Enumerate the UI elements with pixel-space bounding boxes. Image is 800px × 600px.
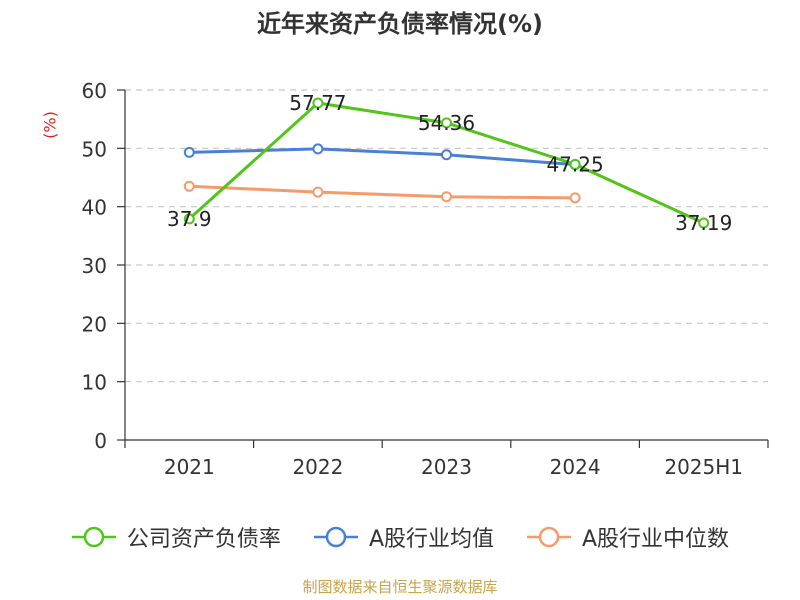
y-tick-label: 10 xyxy=(82,371,107,395)
data-label: 47.25 xyxy=(546,152,603,176)
x-tick-label: 2025H1 xyxy=(664,455,743,479)
legend-label: A股行业均值 xyxy=(368,527,494,552)
data-point xyxy=(441,191,452,203)
data-label: 37.9 xyxy=(167,207,212,231)
y-tick-label: 50 xyxy=(82,137,107,161)
data-point xyxy=(441,149,452,161)
legend-marker-icon xyxy=(313,526,358,548)
data-point xyxy=(569,192,581,204)
legend-label: A股行业中位数 xyxy=(582,527,730,552)
data-label: 37.19 xyxy=(675,211,732,235)
data-point xyxy=(183,180,195,192)
y-tick-label: 60 xyxy=(82,79,107,103)
x-tick-label: 2022 xyxy=(292,455,343,479)
chart-title: 近年来资产负债率情况(%) xyxy=(257,10,543,38)
legend-marker-icon xyxy=(527,526,571,548)
data-point xyxy=(569,158,581,170)
y-tick-label: 20 xyxy=(82,312,107,336)
legend-item: A股行业均值 xyxy=(313,521,494,553)
data-point xyxy=(312,186,324,198)
data-point xyxy=(441,117,452,129)
legend-label: 公司资产负债率 xyxy=(126,527,281,552)
x-tick-label: 2023 xyxy=(421,455,472,479)
legend-item: A股行业中位数 xyxy=(526,521,729,553)
data-point xyxy=(698,217,710,229)
series-line-1 xyxy=(189,147,576,167)
data-label: 54.36 xyxy=(418,111,475,135)
data-point xyxy=(312,97,324,109)
x-tick-label: 2021 xyxy=(164,455,215,479)
data-label: 57.77 xyxy=(289,91,346,115)
legend: 公司资产负债率 A股行业均值 A股行业中位数 xyxy=(0,519,800,555)
data-point xyxy=(183,146,195,158)
data-point xyxy=(312,143,324,155)
source-note: 制图数据来自恒生聚源数据库 xyxy=(302,578,498,596)
data-point xyxy=(183,213,195,225)
legend-marker-icon xyxy=(71,526,116,548)
series-line-2 xyxy=(189,184,576,200)
y-tick-label: 30 xyxy=(82,254,107,278)
y-tick-label: 0 xyxy=(94,429,107,453)
legend-item: 公司资产负债率 xyxy=(71,521,281,553)
x-tick-label: 2024 xyxy=(550,455,601,479)
y-tick-label: 40 xyxy=(82,196,107,220)
